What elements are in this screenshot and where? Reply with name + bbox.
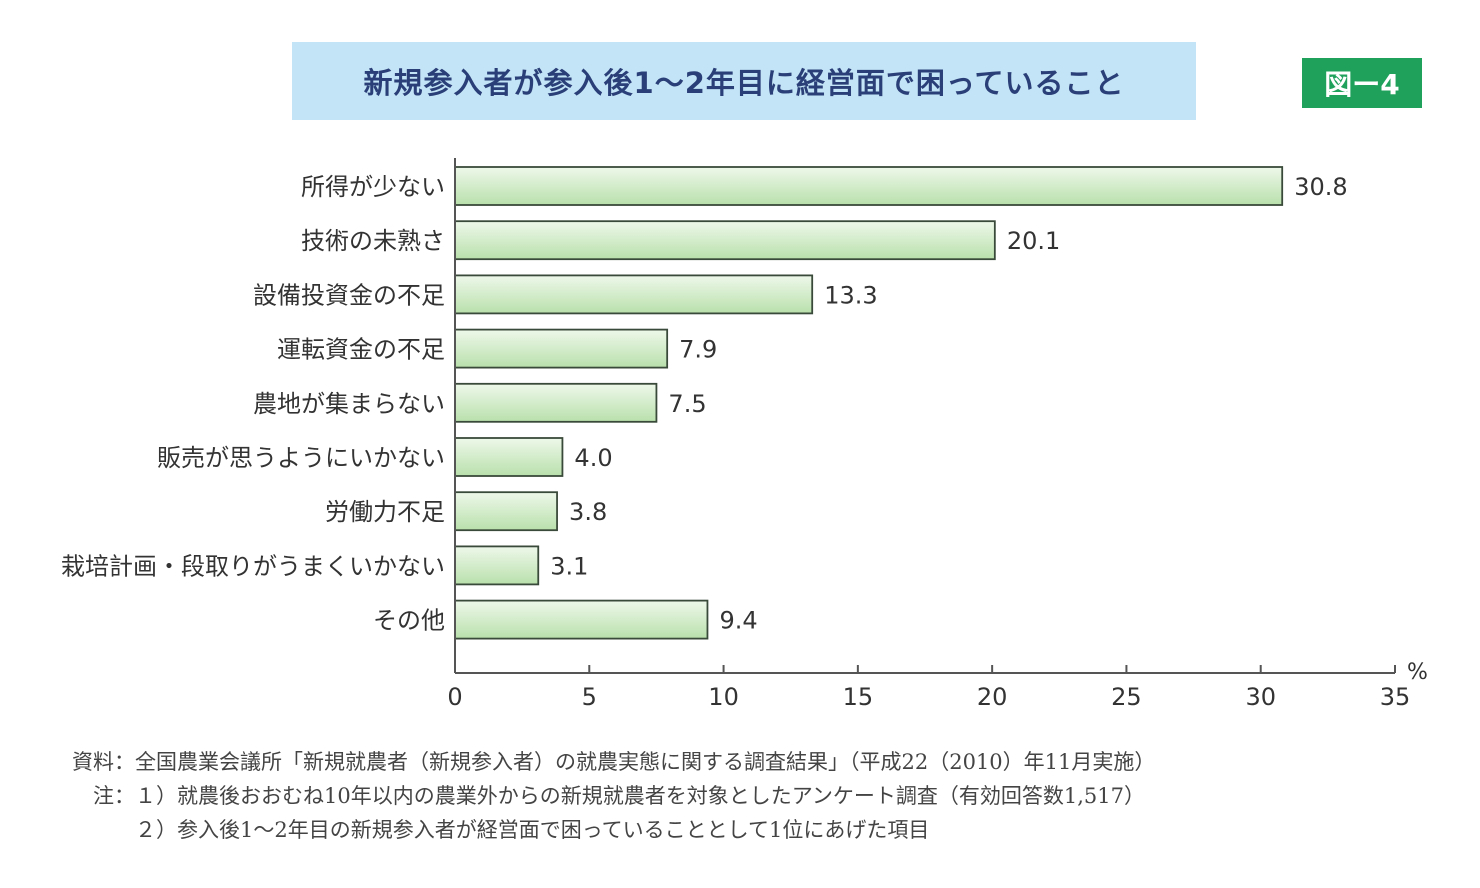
notes: 資料：全国農業会議所「新規就農者（新規参入者）の就農実態に関する調査結果」（平成… — [72, 745, 1452, 847]
x-tick-label: 30 — [1245, 683, 1276, 711]
bar — [454, 491, 558, 532]
value-label: 13.3 — [824, 281, 877, 309]
chart-title: 新規参入者が参入後1〜2年目に経営面で困っていること — [363, 66, 1125, 100]
value-label: 7.5 — [668, 390, 706, 418]
category-label: 栽培計画・段取りがうまくいかない — [61, 552, 445, 580]
bar — [454, 166, 1284, 206]
bars-layer — [454, 166, 1284, 640]
x-tick-label: 15 — [843, 683, 874, 711]
source-note: 資料：全国農業会議所「新規就農者（新規参入者）の就農実態に関する調査結果」（平成… — [72, 750, 1156, 774]
value-label: 7.9 — [679, 336, 717, 364]
category-label: 技術の未熟さ — [301, 227, 445, 255]
bar — [454, 328, 669, 369]
x-tick-label: 25 — [1111, 683, 1142, 711]
note-1: 注：１）就農後おおむね10年以内の農業外からの新規就農者を対象としたアンケート調… — [72, 784, 1145, 808]
category-label: 所得が少ない — [301, 173, 445, 201]
value-label: 4.0 — [574, 444, 612, 472]
bar — [454, 220, 996, 261]
category-label: 運転資金の不足 — [277, 336, 445, 364]
category-label: 設備投資金の不足 — [253, 281, 445, 309]
value-label: 20.1 — [1007, 227, 1060, 255]
note-2: ２）参入後1〜2年目の新規参入者が経営面で困っていることとして1位にあげた項目 — [72, 818, 930, 842]
x-tick-label: 10 — [708, 683, 739, 711]
bar — [454, 274, 814, 315]
x-tick-label: 0 — [447, 683, 462, 711]
x-tick-label: 20 — [977, 683, 1008, 711]
bar-chart: 所得が少ない 30.8 技術の未熟さ 20.1 設備投資金の不足 13.3 運転資金の不足 7… — [61, 158, 1428, 711]
category-label: 労働力不足 — [325, 498, 445, 526]
value-label: 9.4 — [719, 607, 757, 635]
x-tick-label: 35 — [1380, 683, 1411, 711]
axis-layer: 所得が少ない 30.8 技術の未熟さ 20.1 設備投資金の不足 13.3 運転資金の不足 7… — [61, 158, 1428, 711]
value-label: 30.8 — [1294, 173, 1347, 201]
value-label: 3.8 — [569, 498, 607, 526]
category-label: 販売が思うようにいかない — [157, 444, 445, 472]
x-tick-label: 5 — [582, 683, 597, 711]
bar — [454, 437, 564, 477]
category-label: その他 — [373, 607, 445, 635]
chart-title-box: 新規参入者が参入後1〜2年目に経営面で困っていること — [292, 42, 1196, 120]
value-label: 3.1 — [550, 552, 588, 580]
x-axis-unit-label: % — [1407, 660, 1428, 685]
bar — [454, 545, 540, 586]
bar — [454, 599, 709, 640]
figure-label-badge: 図ー4 — [1302, 58, 1422, 108]
bar — [454, 382, 658, 423]
category-label: 農地が集まらない — [253, 390, 445, 418]
